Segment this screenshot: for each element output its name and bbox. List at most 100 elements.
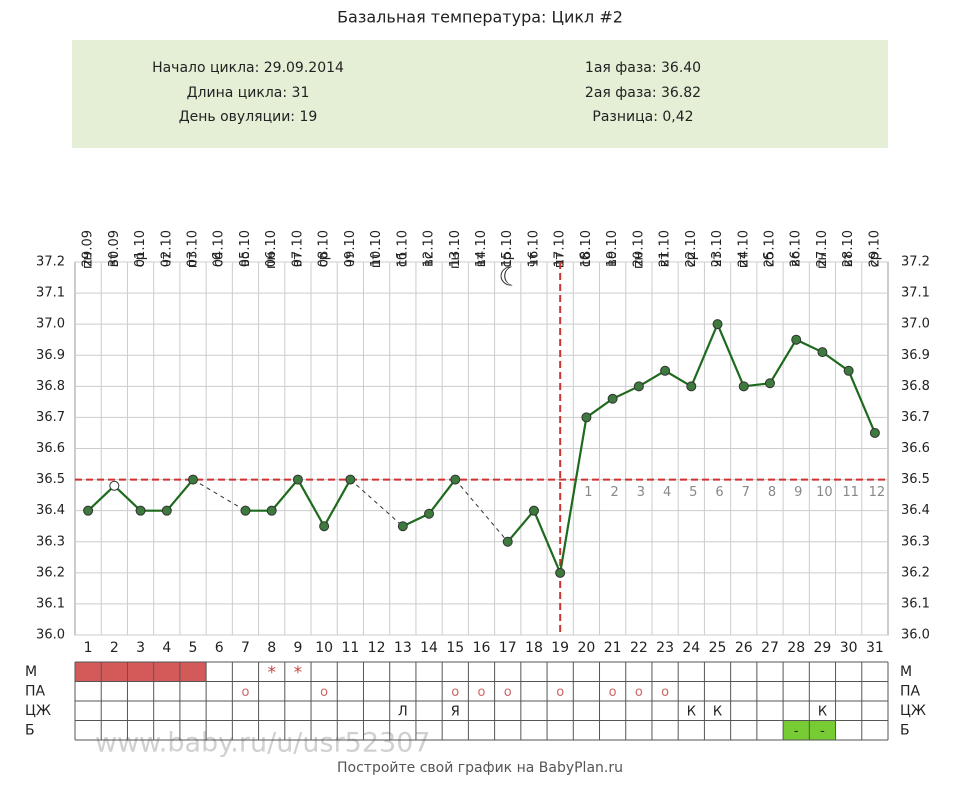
weekday-label: ср [500, 252, 515, 267]
day-label: 12 [368, 640, 386, 656]
y2-tick-label: 37.0 [901, 317, 930, 332]
y-tick-label: 37.2 [36, 255, 65, 270]
day-label: 16 [473, 640, 491, 656]
y2-tick-label: 36.1 [901, 596, 930, 611]
temperature-point [633, 381, 644, 392]
temperature-point [686, 381, 697, 392]
date-label: 14.10 [474, 230, 489, 267]
table-cell: К [687, 704, 696, 719]
date-label: 11.10 [395, 230, 410, 267]
temperature-point [188, 474, 199, 485]
gap-bridge [350, 479, 404, 527]
date-label: 20.10 [631, 230, 646, 267]
y-tick-label: 36.3 [36, 534, 65, 549]
table-fill [179, 662, 207, 682]
table-fill [75, 662, 102, 682]
date-label: 02.10 [159, 230, 174, 267]
day-label: 27 [761, 640, 779, 656]
y2-tick-label: 36.9 [901, 348, 930, 363]
table-cell: Л [398, 704, 408, 719]
y2-tick-label: 36.3 [901, 534, 930, 549]
day-label: 19 [551, 640, 569, 656]
gap-bridge [192, 479, 246, 512]
day-label: 31 [866, 640, 884, 656]
date-label: 18.10 [579, 230, 594, 267]
row-label-right: ПА [900, 683, 921, 699]
weekday-label: сб [212, 252, 227, 267]
y-tick-label: 36.0 [36, 628, 65, 643]
y-tick-label: 36.4 [36, 503, 65, 518]
day-label: 5 [189, 640, 198, 656]
info-text: Разница: 0,42 [592, 109, 693, 125]
table-cell: - [794, 724, 799, 739]
info-text: День овуляции: 19 [179, 109, 318, 125]
y2-tick-label: 36.6 [901, 441, 930, 456]
row-label: ЦЖ [25, 703, 51, 719]
phase2-label: 3 [637, 485, 645, 500]
weekday-label: ср [867, 252, 882, 267]
row-label: М [25, 664, 37, 680]
info-text: Начало цикла: 29.09.2014 [152, 60, 344, 76]
temperature-point [345, 474, 356, 485]
day-label: 21 [604, 640, 622, 656]
weekday-label: вт [290, 252, 305, 268]
y-tick-label: 36.1 [36, 596, 65, 611]
date-label: 17.10 [553, 230, 568, 267]
temperature-point [319, 521, 330, 532]
day-label: 7 [241, 640, 250, 656]
day-label: 20 [577, 640, 595, 656]
y2-tick-label: 36.7 [901, 410, 930, 425]
y-tick-label: 37.1 [36, 286, 65, 301]
phase2-label: 5 [689, 485, 697, 500]
weekday-label: ср [317, 252, 332, 267]
date-label: 21.10 [658, 230, 673, 267]
y2-tick-label: 36.5 [901, 472, 930, 487]
temperature-point [109, 480, 120, 491]
table-cell: о [320, 685, 328, 700]
table-cell: * [294, 663, 303, 683]
temperature-point [292, 474, 303, 485]
day-label: 10 [315, 640, 333, 656]
date-label: 08.10 [317, 230, 332, 267]
weekday-label: пн [448, 252, 463, 269]
temperature-point [135, 505, 146, 516]
gap-bridge [454, 479, 509, 543]
info-text: 1ая фаза: 36.40 [585, 60, 701, 76]
date-label: 26.10 [789, 230, 804, 267]
day-label: 25 [709, 640, 727, 656]
weekday-label: вс [422, 252, 437, 267]
row-label-right: ЦЖ [900, 703, 926, 719]
info-text: Длина цикла: 31 [187, 85, 310, 101]
phase2-label: 6 [715, 485, 723, 500]
y2-tick-label: 36.8 [901, 379, 930, 394]
day-label: 4 [162, 640, 171, 656]
day-label: 13 [394, 640, 412, 656]
temperature-point [266, 505, 277, 516]
date-label: 04.10 [212, 230, 227, 267]
table-fill [127, 662, 154, 682]
weekday-label: пт [736, 252, 751, 268]
date-label: 07.10 [290, 230, 305, 267]
table-cell: К [713, 704, 722, 719]
weekday-label: вс [238, 252, 253, 267]
temperature-point [240, 505, 251, 516]
footer: Постройте свой график на BabyPlan.ru [337, 760, 623, 776]
day-label: 15 [446, 640, 464, 656]
weekday-label: чт [526, 252, 541, 268]
temperature-point [869, 427, 880, 438]
table-cell: о [504, 685, 512, 700]
date-label: 29.09 [81, 230, 96, 267]
temperature-point [161, 505, 172, 516]
table-cell: о [635, 685, 643, 700]
weekday-label: вс [789, 252, 804, 267]
phase2-label: 7 [742, 485, 750, 500]
weekday-label: ср [133, 252, 148, 267]
temperature-point [424, 508, 435, 519]
weekday-label: чт [710, 252, 725, 268]
table-fill [783, 720, 810, 740]
phase2-label: 1 [584, 485, 592, 500]
table-cell: * [267, 663, 276, 683]
table-fill [153, 662, 180, 682]
day-label: 22 [630, 640, 648, 656]
